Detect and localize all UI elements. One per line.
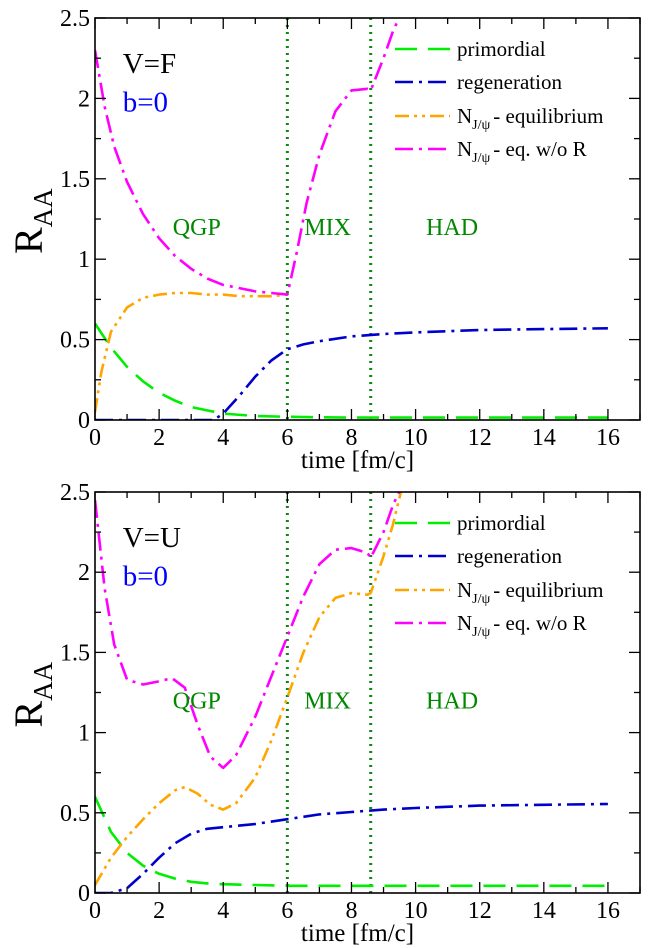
x-tick-label: 10 <box>404 425 428 451</box>
y-tick-label: 2 <box>78 86 90 112</box>
legend-label-suffix: - equilibrium <box>493 578 603 602</box>
x-tick-label: 12 <box>468 898 492 924</box>
legend-label-main: N <box>457 611 472 635</box>
y-tick-label: 0 <box>78 408 90 434</box>
legend-label-sub: J/ψ <box>472 625 490 640</box>
y-tick-label: 0.5 <box>60 801 90 827</box>
x-tick-label: 2 <box>153 898 165 924</box>
annotation-had: HAD <box>426 689 478 715</box>
y-tick-label: 0.5 <box>60 328 90 354</box>
series-line-4 <box>95 492 401 770</box>
y-tick-label: 2 <box>78 560 90 586</box>
x-tick-label: 16 <box>596 898 620 924</box>
annotation-mix: MIX <box>304 215 351 241</box>
x-tick-label: 14 <box>532 898 556 924</box>
x-tick-label: 16 <box>596 425 620 451</box>
legend-label-sub: J/ψ <box>472 592 490 607</box>
series-line-2 <box>95 327 608 420</box>
annotation-had: HAD <box>426 215 478 241</box>
x-tick-label: 12 <box>468 425 492 451</box>
legend-label-2: regeneration <box>457 544 562 568</box>
y-tick-label: 1 <box>78 247 90 273</box>
series-line-3 <box>95 492 403 886</box>
legend-label-4: NJ/ψ - eq. w/o R <box>457 611 587 640</box>
y-axis-label: RAA <box>6 661 58 727</box>
legend-label-suffix: - equilibrium <box>493 104 603 128</box>
x-axis-label: time [fm/c] <box>301 920 414 947</box>
y-tick-label: 0 <box>78 881 90 907</box>
legend-label-main: N <box>457 578 472 602</box>
y-tick-label: 1 <box>78 721 90 747</box>
x-tick-label: 2 <box>153 425 165 451</box>
legend-label-main: N <box>457 104 472 128</box>
legend-label-2: regeneration <box>457 70 562 94</box>
y-tick-label: 1.5 <box>60 167 90 193</box>
series-group <box>95 18 608 420</box>
legend-label-suffix: - eq. w/o R <box>493 611 586 635</box>
series-line-2 <box>95 802 608 893</box>
annotation-b-0: b=0 <box>123 87 168 119</box>
y-axis-label-main: R <box>6 701 51 728</box>
series-group <box>95 492 608 893</box>
legend-label-main: primordial <box>457 511 546 535</box>
annotation-mix: MIX <box>304 689 351 715</box>
x-tick-label: 0 <box>89 898 101 924</box>
legend-label-sub: J/ψ <box>472 118 490 133</box>
annotation-qgp: QGP <box>173 689 221 715</box>
x-tick-label: 8 <box>345 425 357 451</box>
x-tick-label: 4 <box>217 898 229 924</box>
x-tick-label: 6 <box>281 425 293 451</box>
x-tick-label: 6 <box>281 898 293 924</box>
y-axis-label-sub: AA <box>28 661 58 700</box>
series-line-1 <box>95 796 608 888</box>
y-axis-label: RAA <box>6 188 58 254</box>
legend-label-main: N <box>457 137 472 161</box>
chart-panel-2: 0 2 4 6 8 10 12 14 16 0 0.5 1 1.5 2 2.5 time [fm/c] RAA V… <box>6 480 641 947</box>
x-axis-label: time [fm/c] <box>301 447 414 474</box>
annotation-b-0: b=0 <box>123 560 168 592</box>
legend-label-4: NJ/ψ - eq. w/o R <box>457 137 587 166</box>
legend-label-main: regeneration <box>457 70 562 94</box>
legend-label-3: NJ/ψ - equilibrium <box>457 104 604 133</box>
legend-label-suffix: - eq. w/o R <box>493 137 586 161</box>
y-tick-label: 2.5 <box>60 6 90 32</box>
series-line-1 <box>95 322 608 419</box>
legend-label-3: NJ/ψ - equilibrium <box>457 578 604 607</box>
annotation-v-u: V=U <box>123 522 181 554</box>
series-line-3 <box>95 291 288 413</box>
legend-label-1: primordial <box>457 511 546 535</box>
x-tick-label: 0 <box>89 425 101 451</box>
legend-label-sub: J/ψ <box>472 151 490 166</box>
x-tick-label: 8 <box>345 898 357 924</box>
y-axis-label-sub: AA <box>28 188 58 227</box>
y-axis-label-main: R <box>6 227 51 254</box>
legend-label-1: primordial <box>457 37 546 61</box>
x-tick-label: 10 <box>404 898 428 924</box>
series-line-4 <box>95 18 401 296</box>
legend-label-main: primordial <box>457 37 546 61</box>
legend-label-main: regeneration <box>457 544 562 568</box>
x-tick-label: 14 <box>532 425 556 451</box>
y-tick-label: 1.5 <box>60 640 90 666</box>
x-tick-label: 4 <box>217 425 229 451</box>
y-tick-label: 2.5 <box>60 480 90 506</box>
annotation-v-f: V=F <box>123 48 176 80</box>
annotation-qgp: QGP <box>173 215 221 241</box>
chart-panel-1: 0 2 4 6 8 10 12 14 16 0 0.5 1 1.5 2 2.5 time [fm/c] RAA V… <box>6 6 641 474</box>
